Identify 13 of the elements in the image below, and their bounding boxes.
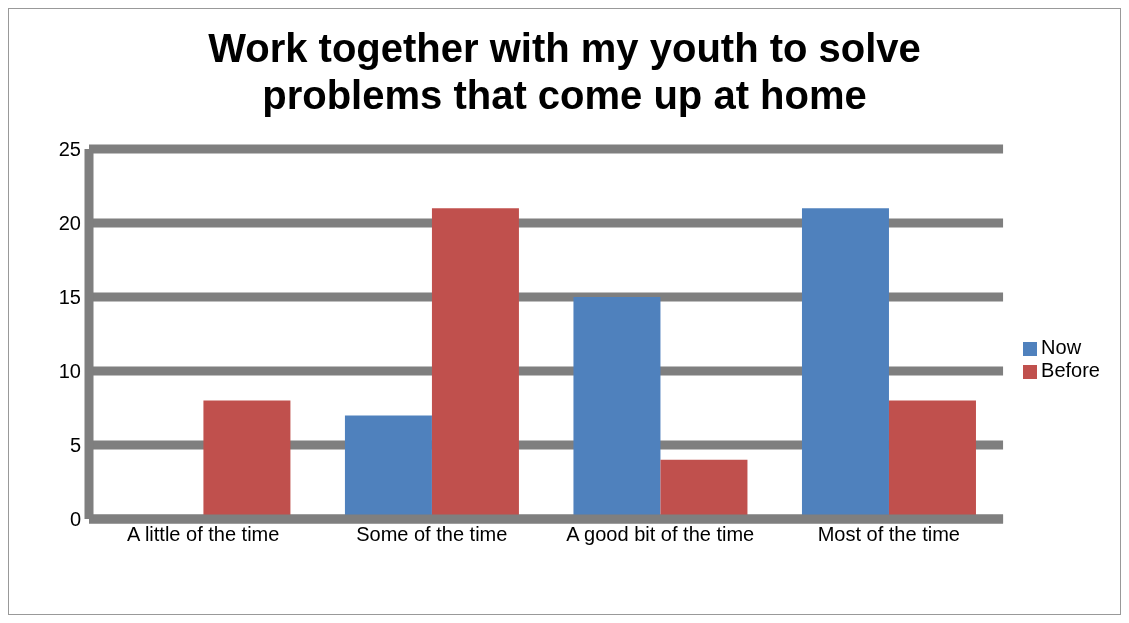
x-tick-label: A good bit of the time — [566, 523, 755, 546]
y-tick-label: 15 — [58, 286, 81, 309]
x-tick-label: A little of the time — [127, 523, 280, 546]
x-tick-label: Most of the time — [817, 523, 960, 546]
legend-label: Now — [1041, 336, 1082, 358]
x-tick-label: Some of the time — [356, 523, 508, 546]
y-tick-label: 25 — [58, 138, 81, 161]
legend-label: Before — [1041, 359, 1100, 381]
y-tick-label: 0 — [69, 508, 81, 531]
y-tick-label: 20 — [58, 212, 81, 235]
y-tick-label: 10 — [58, 360, 81, 383]
chart-title: Work together with my youth to solve problems that come up at home — [208, 26, 921, 117]
y-tick-label: 5 — [69, 434, 81, 457]
